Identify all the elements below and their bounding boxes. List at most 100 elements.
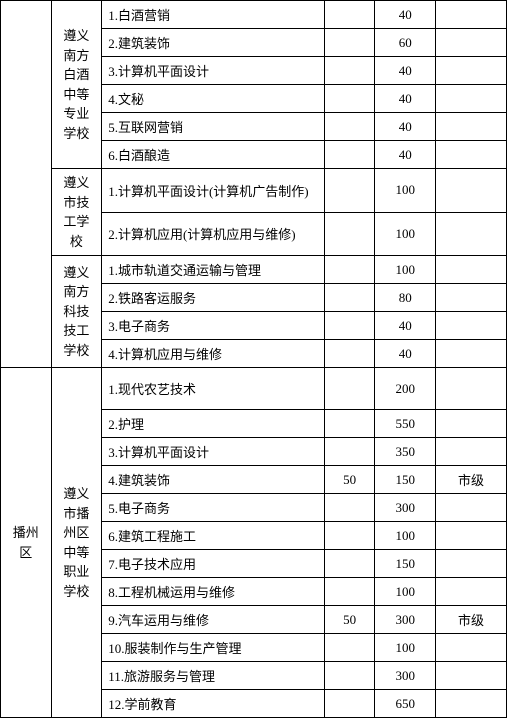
major-name: 2.计算机应用(计算机应用与维修) <box>102 212 325 256</box>
major-name: 4.计算机应用与维修 <box>102 340 325 368</box>
value-a: 50 <box>324 466 375 494</box>
value-a <box>324 212 375 256</box>
major-name: 8.工程机械运用与维修 <box>102 578 325 606</box>
value-b: 100 <box>375 578 436 606</box>
major-name: 1.白酒营销 <box>102 1 325 29</box>
value-b: 40 <box>375 141 436 169</box>
enrollment-table: 遵义南方白酒中等专业学校1.白酒营销402.建筑装饰603.计算机平面设计404… <box>0 0 507 718</box>
value-b: 100 <box>375 522 436 550</box>
major-name: 9.汽车运用与维修 <box>102 606 325 634</box>
major-name: 5.互联网营销 <box>102 113 325 141</box>
major-name: 3.计算机平面设计 <box>102 438 325 466</box>
value-c: 市级 <box>436 466 507 494</box>
school-cell: 遵义南方白酒中等专业学校 <box>51 1 102 169</box>
value-c <box>436 29 507 57</box>
value-a <box>324 690 375 718</box>
value-b: 300 <box>375 606 436 634</box>
value-b: 300 <box>375 662 436 690</box>
value-a <box>324 578 375 606</box>
value-a <box>324 113 375 141</box>
value-c <box>436 410 507 438</box>
value-b: 650 <box>375 690 436 718</box>
value-b: 60 <box>375 29 436 57</box>
major-name: 2.护理 <box>102 410 325 438</box>
value-c <box>436 113 507 141</box>
value-b: 40 <box>375 113 436 141</box>
major-name: 10.服装制作与生产管理 <box>102 634 325 662</box>
value-c <box>436 690 507 718</box>
major-name: 2.建筑装饰 <box>102 29 325 57</box>
table-row: 播州区遵义市播州区中等职业学校1.现代农艺技术200 <box>1 368 507 410</box>
value-b: 300 <box>375 494 436 522</box>
major-name: 7.电子技术应用 <box>102 550 325 578</box>
value-b: 40 <box>375 57 436 85</box>
district-name: 播州区 <box>7 523 45 562</box>
value-b: 40 <box>375 85 436 113</box>
major-name: 1.城市轨道交通运输与管理 <box>102 256 325 284</box>
value-c <box>436 141 507 169</box>
value-a <box>324 57 375 85</box>
value-a <box>324 438 375 466</box>
value-a <box>324 634 375 662</box>
school-name: 遵义市播州区中等职业学校 <box>58 484 96 601</box>
value-b: 40 <box>375 1 436 29</box>
value-c <box>436 438 507 466</box>
value-c <box>436 522 507 550</box>
value-c <box>436 1 507 29</box>
value-c <box>436 494 507 522</box>
value-b: 40 <box>375 340 436 368</box>
value-a <box>324 368 375 410</box>
table-row: 遵义南方科技技工学校1.城市轨道交通运输与管理100 <box>1 256 507 284</box>
value-b: 40 <box>375 312 436 340</box>
major-name: 11.旅游服务与管理 <box>102 662 325 690</box>
school-cell: 遵义市播州区中等职业学校 <box>51 368 102 718</box>
value-c <box>436 578 507 606</box>
value-b: 100 <box>375 256 436 284</box>
value-a <box>324 340 375 368</box>
value-c <box>436 284 507 312</box>
value-a <box>324 85 375 113</box>
school-cell: 遵义市技工学校 <box>51 169 102 256</box>
value-a <box>324 169 375 213</box>
major-name: 2.铁路客运服务 <box>102 284 325 312</box>
value-c <box>436 634 507 662</box>
value-c <box>436 169 507 213</box>
major-name: 3.计算机平面设计 <box>102 57 325 85</box>
value-a <box>324 284 375 312</box>
school-name: 遵义市技工学校 <box>58 173 96 251</box>
value-a <box>324 662 375 690</box>
value-a <box>324 494 375 522</box>
value-c <box>436 312 507 340</box>
school-name: 遵义南方白酒中等专业学校 <box>58 26 96 143</box>
value-b: 100 <box>375 169 436 213</box>
value-a <box>324 256 375 284</box>
value-a: 50 <box>324 606 375 634</box>
major-name: 4.文秘 <box>102 85 325 113</box>
value-c <box>436 662 507 690</box>
value-c <box>436 256 507 284</box>
major-name: 3.电子商务 <box>102 312 325 340</box>
district-cell: 播州区 <box>1 368 52 718</box>
value-a <box>324 312 375 340</box>
value-a <box>324 410 375 438</box>
major-name: 6.建筑工程施工 <box>102 522 325 550</box>
value-a <box>324 141 375 169</box>
value-b: 150 <box>375 550 436 578</box>
value-b: 150 <box>375 466 436 494</box>
table-row: 遵义南方白酒中等专业学校1.白酒营销40 <box>1 1 507 29</box>
table-row: 遵义市技工学校1.计算机平面设计(计算机广告制作)100 <box>1 169 507 213</box>
value-a <box>324 550 375 578</box>
value-a <box>324 1 375 29</box>
value-c: 市级 <box>436 606 507 634</box>
major-name: 4.建筑装饰 <box>102 466 325 494</box>
value-b: 550 <box>375 410 436 438</box>
value-c <box>436 550 507 578</box>
value-c <box>436 57 507 85</box>
major-name: 1.现代农艺技术 <box>102 368 325 410</box>
value-a <box>324 522 375 550</box>
value-c <box>436 340 507 368</box>
district-cell <box>1 1 52 368</box>
value-b: 100 <box>375 212 436 256</box>
major-name: 1.计算机平面设计(计算机广告制作) <box>102 169 325 213</box>
value-c <box>436 85 507 113</box>
